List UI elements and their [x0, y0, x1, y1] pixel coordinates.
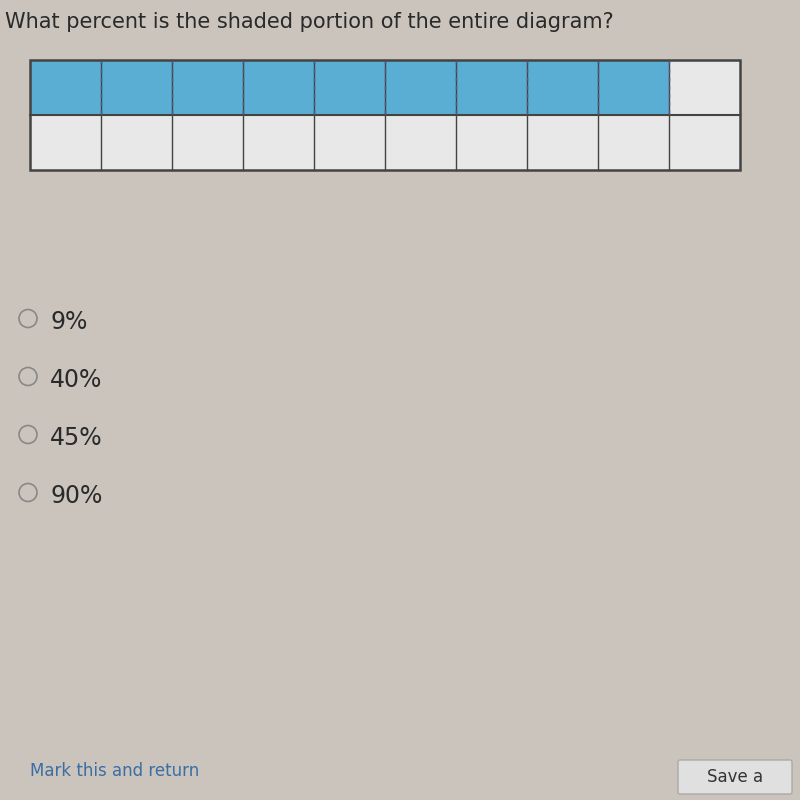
Bar	[456, 115, 527, 170]
Bar	[669, 115, 740, 170]
Bar	[243, 60, 314, 115]
Text: Mark this and return: Mark this and return	[30, 762, 199, 780]
Text: 90%: 90%	[50, 484, 102, 508]
Text: What percent is the shaded portion of the entire diagram?: What percent is the shaded portion of th…	[5, 12, 614, 32]
Text: 45%: 45%	[50, 426, 102, 450]
Bar	[314, 115, 385, 170]
Bar	[669, 60, 740, 115]
Bar	[30, 60, 101, 115]
Bar	[527, 115, 598, 170]
Text: Save a: Save a	[707, 768, 763, 786]
Bar	[385, 115, 456, 170]
Bar	[456, 60, 527, 115]
FancyBboxPatch shape	[678, 760, 792, 794]
Bar	[101, 115, 172, 170]
Text: 40%: 40%	[50, 368, 102, 392]
Bar	[598, 60, 669, 115]
Bar	[101, 60, 172, 115]
Text: 9%: 9%	[50, 310, 87, 334]
Bar	[172, 115, 243, 170]
Bar	[527, 60, 598, 115]
Bar	[30, 115, 101, 170]
Bar	[172, 60, 243, 115]
Bar	[385, 60, 456, 115]
Bar	[243, 115, 314, 170]
Bar	[30, 60, 740, 170]
Bar	[598, 115, 669, 170]
Bar	[314, 60, 385, 115]
